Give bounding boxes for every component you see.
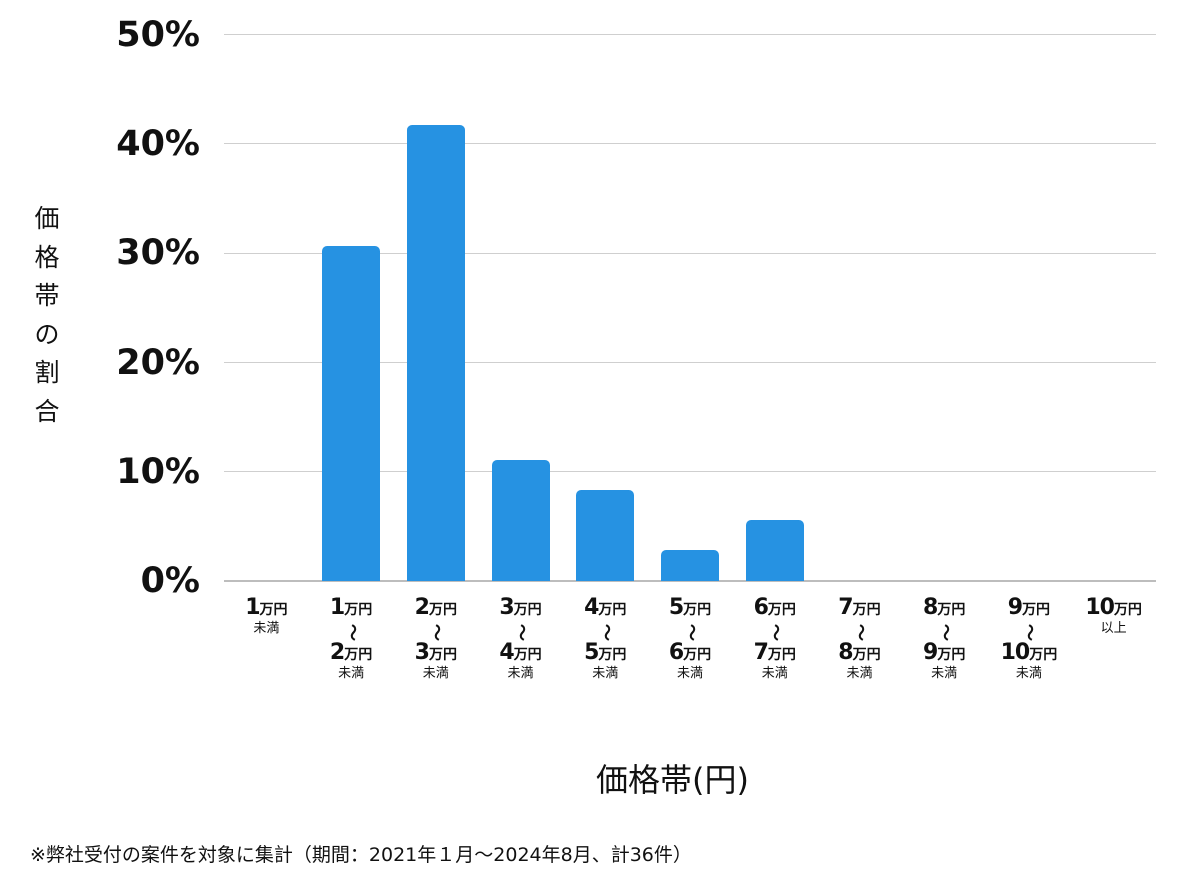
footnote: ※弊社受付の案件を対象に集計（期間：2021年１月〜2024年8月、計36件）: [30, 844, 692, 866]
x-category-label: 1万円〜 2万円 未満: [329, 595, 373, 681]
gridline: [224, 253, 1156, 254]
y-title-char: の: [34, 319, 60, 349]
x-category-label: 6万円〜 7万円 未満: [753, 595, 796, 681]
gridline: [224, 471, 1156, 472]
bar: [745, 519, 804, 581]
x-category-label: 3万円〜 4万円 未満: [499, 595, 542, 681]
x-axis-title: 価格帯(円): [596, 761, 749, 799]
y-tick-40: 40%: [116, 124, 200, 164]
y-tick-30: 30%: [116, 233, 200, 273]
bar: [661, 550, 719, 581]
x-category-label: 5万円〜 6万円 未満: [668, 595, 712, 681]
y-title-char: 合: [34, 396, 60, 426]
x-category-label: 7万円〜 8万円 未満: [838, 595, 881, 681]
y-tick-50: 50%: [116, 15, 200, 55]
x-category-label: 10万円 以上: [1085, 595, 1142, 636]
bar: [576, 490, 635, 581]
y-tick-0: 0%: [140, 561, 200, 601]
bar: [406, 124, 465, 581]
bar: [322, 246, 381, 581]
y-title-char: 価: [34, 204, 60, 233]
y-title-char: 帯: [34, 281, 60, 310]
y-title-char: 割: [34, 358, 60, 387]
x-category-label: 8万円〜 9万円 未満: [923, 595, 966, 681]
y-title-char: 格: [34, 242, 60, 272]
gridline: [224, 143, 1156, 144]
x-category-label: 2万円〜 3万円 未満: [414, 595, 457, 681]
x-axis-line: [224, 580, 1156, 582]
bar: [491, 459, 550, 581]
gridline: [224, 362, 1156, 363]
y-axis-title: 価 格 帯 の 割 合: [30, 200, 64, 431]
gridline: [224, 34, 1156, 35]
x-category-label: 1万円 未満: [245, 595, 288, 636]
x-category-label: 9万円〜 10万円 未満: [1000, 595, 1058, 681]
y-tick-20: 20%: [116, 343, 200, 383]
y-tick-10: 10%: [116, 452, 200, 492]
x-category-label: 4万円〜 5万円 未満: [584, 595, 627, 681]
